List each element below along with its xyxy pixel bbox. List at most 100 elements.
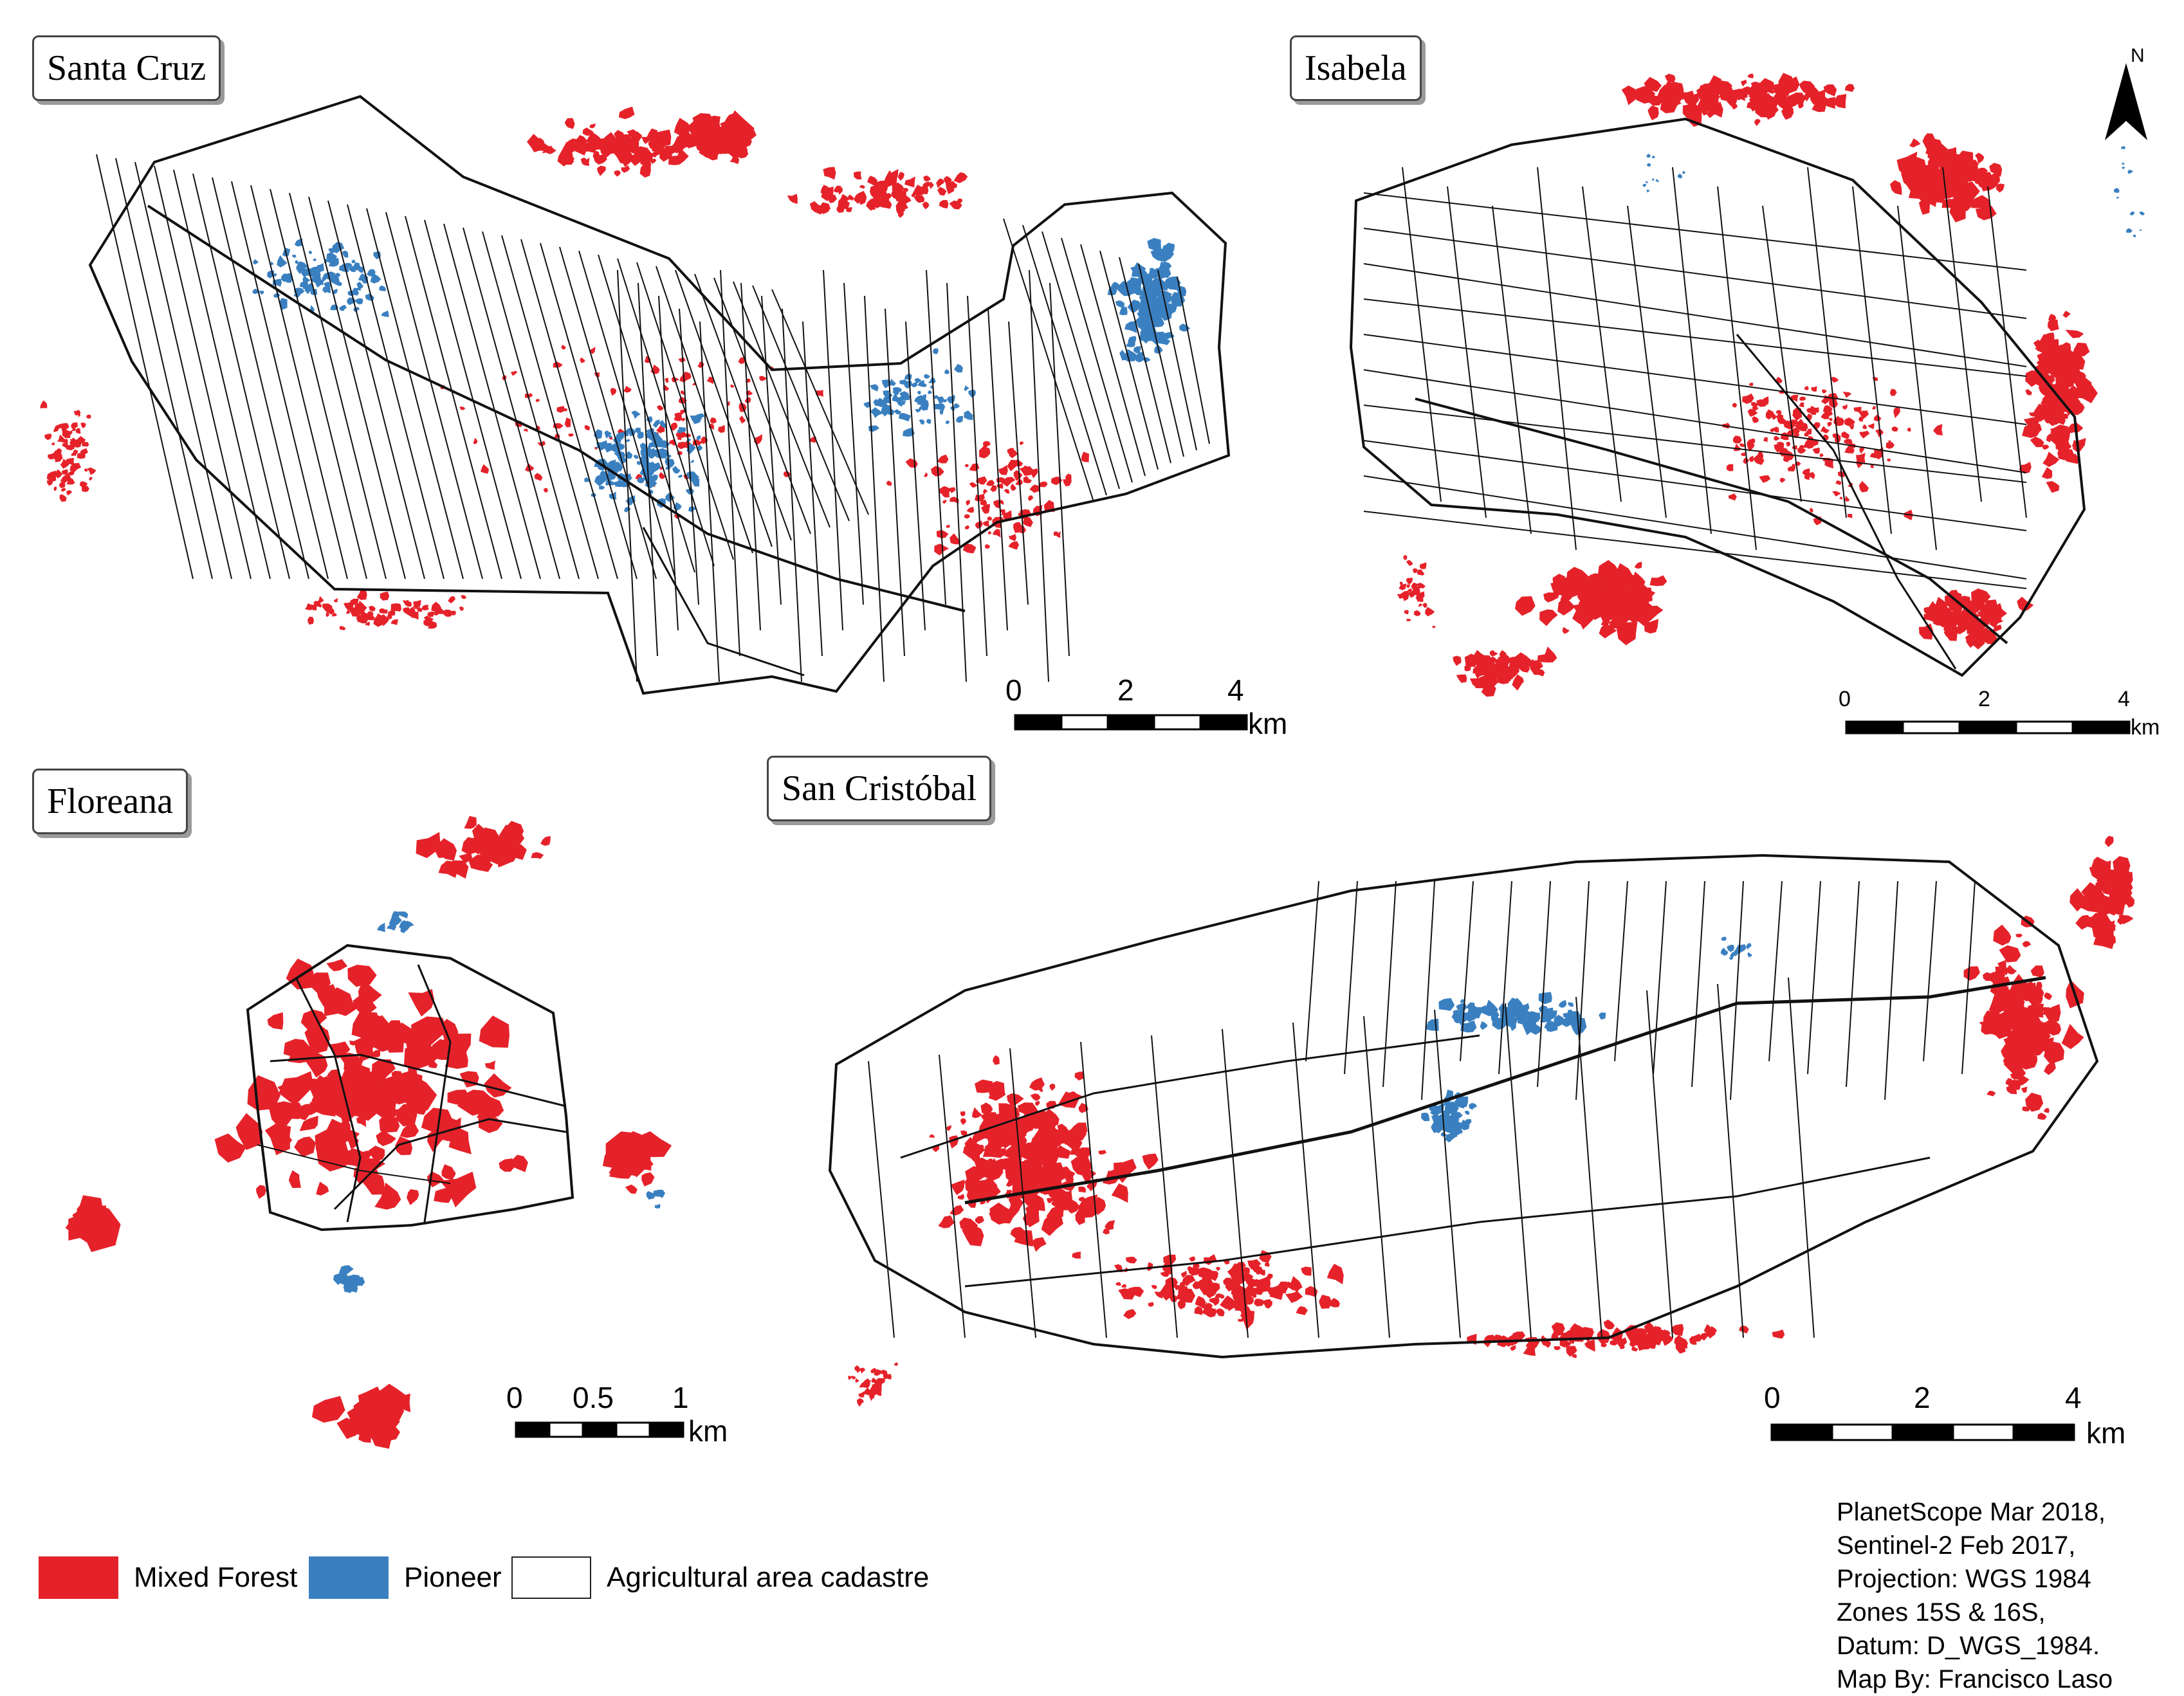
mixed-forest-patch — [580, 157, 588, 163]
pioneer-patch — [1544, 1021, 1558, 1032]
mixed-forest-patch — [2030, 436, 2044, 448]
pioneer-patch — [1136, 352, 1144, 358]
mixed-forest-patch — [1199, 1275, 1214, 1296]
pioneer-patch — [1480, 1021, 1488, 1030]
pioneer-patch — [1502, 1012, 1513, 1024]
pioneer-patch — [1467, 1002, 1475, 1010]
parcel-boundary — [1363, 511, 2027, 589]
mixed-forest-patch — [1772, 91, 1788, 104]
mixed-forest-patch — [1614, 572, 1624, 579]
mixed-forest-patch — [706, 376, 714, 384]
mixed-forest-patch — [2006, 965, 2017, 974]
mixed-forest-patch — [1023, 476, 1032, 484]
mixed-forest-patch — [1794, 423, 1803, 430]
mixed-forest-patch — [1252, 1264, 1260, 1273]
mixed-forest-patch — [603, 142, 619, 158]
mixed-forest-patch — [2022, 1007, 2033, 1015]
pioneer-patch — [633, 455, 639, 459]
pioneer-patch — [917, 390, 921, 395]
mixed-forest-patch — [307, 616, 315, 625]
mixed-forest-patch — [376, 1129, 396, 1147]
pioneer-patch — [356, 298, 363, 305]
mixed-forest-patch — [1662, 1329, 1671, 1337]
mixed-forest-patch — [2007, 1030, 2019, 1042]
pioneer-patch — [370, 273, 381, 284]
pioneer-patch — [603, 442, 612, 453]
parcel-boundary — [1292, 1022, 1319, 1338]
mixed-forest-patch — [66, 490, 73, 496]
pioneer-patch — [604, 430, 612, 439]
mixed-forest-patch — [1193, 1263, 1200, 1270]
mixed-forest-patch — [2025, 389, 2032, 396]
mixed-forest-patch — [390, 619, 398, 625]
parcel-boundary — [1363, 228, 2027, 319]
parcel-boundary — [366, 208, 464, 579]
pioneer-patch — [365, 293, 374, 301]
mixed-forest-patch — [988, 1081, 1005, 1097]
legend-item-pioneer: Pioneer — [309, 1556, 502, 1599]
mixed-forest-patch — [1319, 1295, 1332, 1309]
mixed-forest-patch — [1792, 428, 1800, 435]
pioneer-patch — [1513, 1011, 1518, 1016]
pioneer-patch — [927, 390, 932, 394]
pioneer-patch — [686, 471, 697, 480]
mixed-forest-patch — [2048, 314, 2057, 323]
mixed-forest-patch — [396, 1104, 418, 1127]
mixed-forest-patch — [1888, 440, 1892, 444]
mixed-forest-patch — [987, 516, 993, 521]
pioneer-patch — [1150, 248, 1165, 262]
mixed-forest-patch — [996, 1148, 1007, 1158]
mixed-forest-patch — [1757, 97, 1763, 105]
mixed-forest-patch — [877, 191, 882, 198]
pioneer-patch — [1452, 1009, 1460, 1014]
mixed-forest-patch — [1855, 453, 1866, 463]
mixed-forest-patch — [1823, 84, 1837, 96]
scale-bar-segment — [1770, 1423, 1833, 1441]
parcel-boundary — [96, 154, 194, 579]
mixed-forest-patch — [1432, 626, 1436, 628]
mixed-forest-patch — [899, 199, 908, 206]
mixed-forest-patch — [46, 480, 53, 486]
mixed-forest-patch — [1407, 578, 1413, 585]
parcel-boundary — [1653, 880, 1667, 1075]
pioneer-patch — [1124, 321, 1137, 333]
parcel-boundary — [1157, 269, 1197, 451]
mixed-forest-patch — [1465, 657, 1478, 668]
mixed-forest-patch — [2062, 414, 2068, 419]
parcel-boundary — [900, 1034, 1480, 1159]
scale-bar-segment — [615, 1421, 651, 1438]
parcel-boundary — [1382, 880, 1397, 1088]
parcel-boundary — [1717, 983, 1744, 1338]
pioneer-patch — [905, 380, 913, 389]
mixed-forest-patch — [1583, 1329, 1595, 1336]
floreana-scale-tick-0: 0 — [506, 1381, 523, 1414]
mixed-forest-patch — [1040, 1122, 1056, 1136]
mixed-forest-patch — [2057, 450, 2066, 458]
legend-label-mixed-forest: Mixed Forest — [134, 1562, 298, 1593]
mixed-forest-patch — [894, 1362, 898, 1366]
mixed-forest-patch — [647, 128, 658, 143]
mixed-forest-patch — [1196, 1296, 1205, 1303]
mixed-forest-patch — [1946, 156, 1965, 172]
pioneer-patch — [899, 391, 910, 401]
mixed-forest-patch — [567, 433, 574, 437]
mixed-forest-patch — [1041, 1169, 1052, 1180]
mixed-forest-patch — [2062, 342, 2071, 351]
parcel-boundary — [1646, 990, 1673, 1338]
mixed-forest-patch — [650, 141, 658, 147]
mixed-forest-patch — [1258, 1282, 1266, 1289]
pioneer-patch — [652, 1192, 661, 1198]
mixed-forest-patch — [905, 458, 918, 468]
mixed-forest-patch — [1417, 583, 1426, 588]
mixed-forest-patch — [2026, 417, 2035, 424]
pioneer-patch — [919, 419, 925, 425]
pioneer-patch — [624, 507, 631, 513]
mixed-forest-patch — [358, 1170, 385, 1195]
mixed-forest-patch — [66, 480, 75, 485]
parcel-boundary — [638, 282, 658, 657]
pioneer-patch — [1119, 306, 1128, 316]
mixed-forest-patch — [1500, 659, 1508, 666]
mixed-forest-patch — [827, 194, 837, 203]
mixed-forest-patch — [2033, 1047, 2042, 1056]
mixed-forest-patch — [1752, 416, 1759, 423]
